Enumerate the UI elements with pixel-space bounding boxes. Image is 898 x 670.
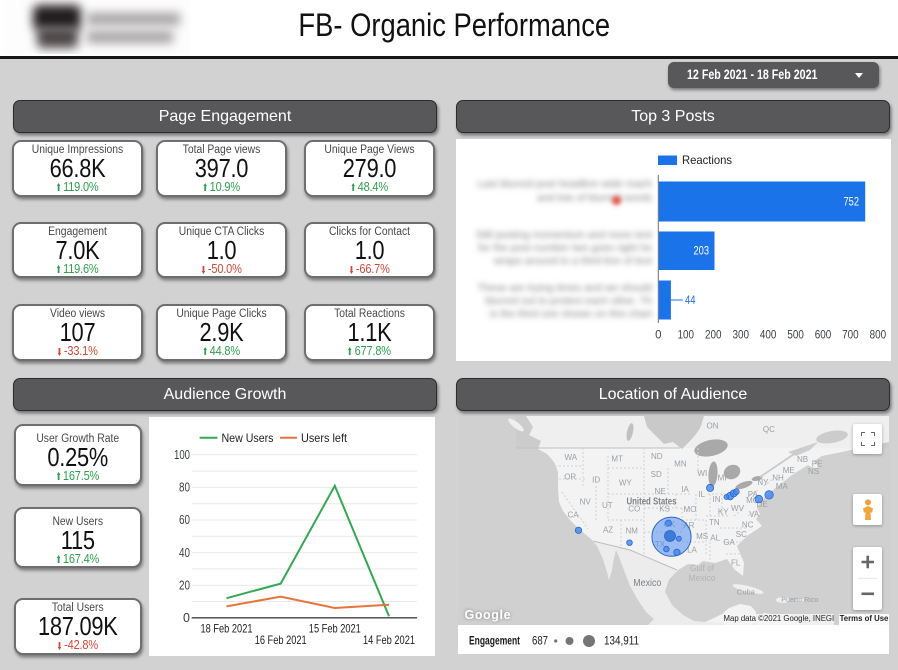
svg-text:OR: OR	[564, 473, 576, 482]
svg-text:MA: MA	[775, 482, 788, 491]
svg-text:44: 44	[685, 295, 696, 307]
svg-text:18 Feb 2021: 18 Feb 2021	[200, 622, 252, 636]
svg-text:ME: ME	[782, 466, 794, 475]
svg-text:687: 687	[532, 635, 548, 647]
svg-text:16 Feb 2021: 16 Feb 2021	[254, 633, 306, 647]
svg-text:200: 200	[705, 330, 722, 342]
svg-text:DE: DE	[756, 500, 767, 509]
svg-text:80: 80	[179, 481, 190, 495]
svg-text:AZ: AZ	[602, 526, 612, 535]
svg-text:800: 800	[870, 330, 887, 342]
svg-text:700: 700	[842, 330, 859, 342]
svg-text:KY: KY	[717, 508, 728, 517]
svg-text:Reactions: Reactions	[682, 153, 732, 167]
svg-text:LA: LA	[687, 545, 697, 554]
svg-text:752: 752	[844, 197, 860, 209]
svg-text:AR: AR	[683, 521, 694, 530]
svg-text:SD: SD	[650, 470, 661, 479]
svg-text:NH: NH	[772, 473, 784, 482]
svg-text:NM: NM	[625, 527, 638, 536]
svg-text:100: 100	[678, 330, 695, 342]
svg-text:20: 20	[179, 578, 190, 592]
svg-text:NE: NE	[654, 487, 665, 496]
svg-text:60: 60	[179, 513, 190, 527]
svg-text:AL: AL	[710, 533, 720, 542]
svg-text:40: 40	[179, 546, 190, 560]
svg-text:New Users: New Users	[221, 431, 273, 445]
svg-text:NC: NC	[741, 521, 753, 530]
svg-text:PA: PA	[747, 490, 758, 499]
svg-text:WA: WA	[564, 453, 577, 462]
svg-text:14 Feb 2021: 14 Feb 2021	[363, 633, 415, 647]
svg-text:WY: WY	[618, 478, 632, 487]
svg-text:Puerto Rico: Puerto Rico	[781, 595, 818, 604]
svg-text:NV: NV	[579, 497, 591, 506]
svg-text:CA: CA	[567, 510, 579, 519]
svg-text:MO: MO	[746, 496, 759, 505]
svg-text:Mexico: Mexico	[633, 577, 661, 589]
svg-text:203: 203	[694, 246, 710, 258]
svg-text:NS: NS	[807, 467, 818, 476]
svg-text:MN: MN	[674, 460, 687, 469]
svg-text:UT: UT	[601, 501, 612, 510]
svg-text:GA: GA	[723, 538, 735, 547]
svg-text:IN: IN	[712, 495, 720, 504]
svg-text:WI: WI	[697, 469, 707, 478]
svg-text:Cuba: Cuba	[736, 588, 755, 597]
svg-text:Mexico: Mexico	[688, 573, 715, 583]
svg-text:WV: WV	[731, 504, 745, 513]
svg-text:400: 400	[760, 330, 777, 342]
svg-text:SC: SC	[735, 530, 746, 539]
svg-text:Engagement: Engagement	[469, 635, 520, 647]
svg-text:MT: MT	[611, 455, 623, 464]
svg-text:ID: ID	[592, 475, 600, 484]
svg-text:IA: IA	[681, 485, 689, 494]
svg-text:600: 600	[815, 330, 832, 342]
svg-text:MS: MS	[696, 532, 708, 541]
svg-text:KS: KS	[659, 504, 670, 513]
svg-text:NY: NY	[757, 478, 769, 487]
svg-text:CO: CO	[628, 505, 640, 514]
svg-text:MO: MO	[683, 505, 696, 514]
svg-text:15 Feb 2021: 15 Feb 2021	[308, 622, 360, 636]
svg-text:0: 0	[655, 330, 661, 342]
svg-text:134,911: 134,911	[604, 635, 639, 647]
svg-text:0: 0	[183, 611, 190, 625]
svg-text:300: 300	[732, 330, 749, 342]
svg-text:FL: FL	[731, 558, 741, 567]
svg-text:NB: NB	[797, 455, 808, 464]
svg-text:100: 100	[174, 448, 190, 462]
svg-text:United States: United States	[626, 495, 676, 507]
svg-text:PE: PE	[811, 460, 822, 469]
svg-text:TN: TN	[708, 518, 719, 527]
svg-text:VA: VA	[749, 510, 760, 519]
svg-text:QC: QC	[762, 425, 774, 434]
svg-text:IL: IL	[698, 490, 705, 499]
svg-text:ON: ON	[706, 421, 718, 430]
svg-text:MI: MI	[717, 473, 726, 482]
svg-text:Gulf of: Gulf of	[690, 563, 714, 573]
svg-text:Users left: Users left	[301, 431, 348, 445]
svg-text:ND: ND	[651, 452, 663, 461]
svg-text:500: 500	[787, 330, 804, 342]
